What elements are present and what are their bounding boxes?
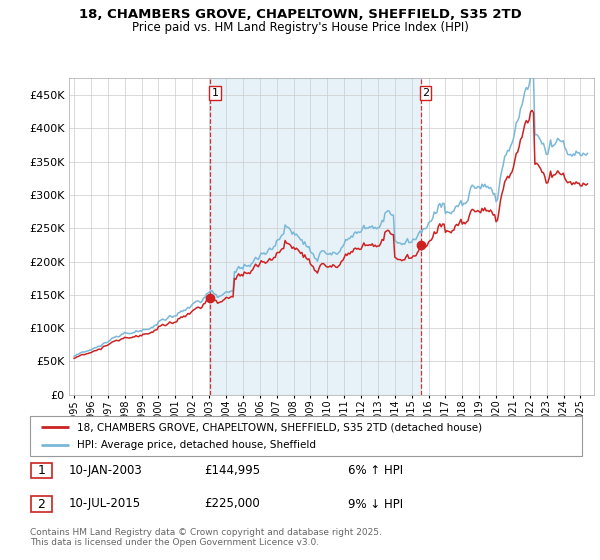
Bar [210,78,421,395]
Text: 2: 2 [37,497,46,511]
Text: £225,000: £225,000 [204,497,260,511]
Text: HPI: Average price, detached house, Sheffield: HPI: Average price, detached house, Shef… [77,440,316,450]
Text: £144,995: £144,995 [204,464,260,477]
Text: Contains HM Land Registry data © Crown copyright and database right 2025.
This d: Contains HM Land Registry data © Crown c… [30,528,382,547]
Text: 18, CHAMBERS GROVE, CHAPELTOWN, SHEFFIELD, S35 2TD (detached house): 18, CHAMBERS GROVE, CHAPELTOWN, SHEFFIEL… [77,422,482,432]
Text: 10-JAN-2003: 10-JAN-2003 [69,464,143,477]
Text: 10-JUL-2015: 10-JUL-2015 [69,497,141,511]
Text: Price paid vs. HM Land Registry's House Price Index (HPI): Price paid vs. HM Land Registry's House … [131,21,469,34]
Text: 1: 1 [37,464,46,477]
Text: 2: 2 [422,88,429,98]
Text: 1: 1 [211,88,218,98]
Text: 18, CHAMBERS GROVE, CHAPELTOWN, SHEFFIELD, S35 2TD: 18, CHAMBERS GROVE, CHAPELTOWN, SHEFFIEL… [79,8,521,21]
Text: 6% ↑ HPI: 6% ↑ HPI [348,464,403,477]
Text: 9% ↓ HPI: 9% ↓ HPI [348,497,403,511]
